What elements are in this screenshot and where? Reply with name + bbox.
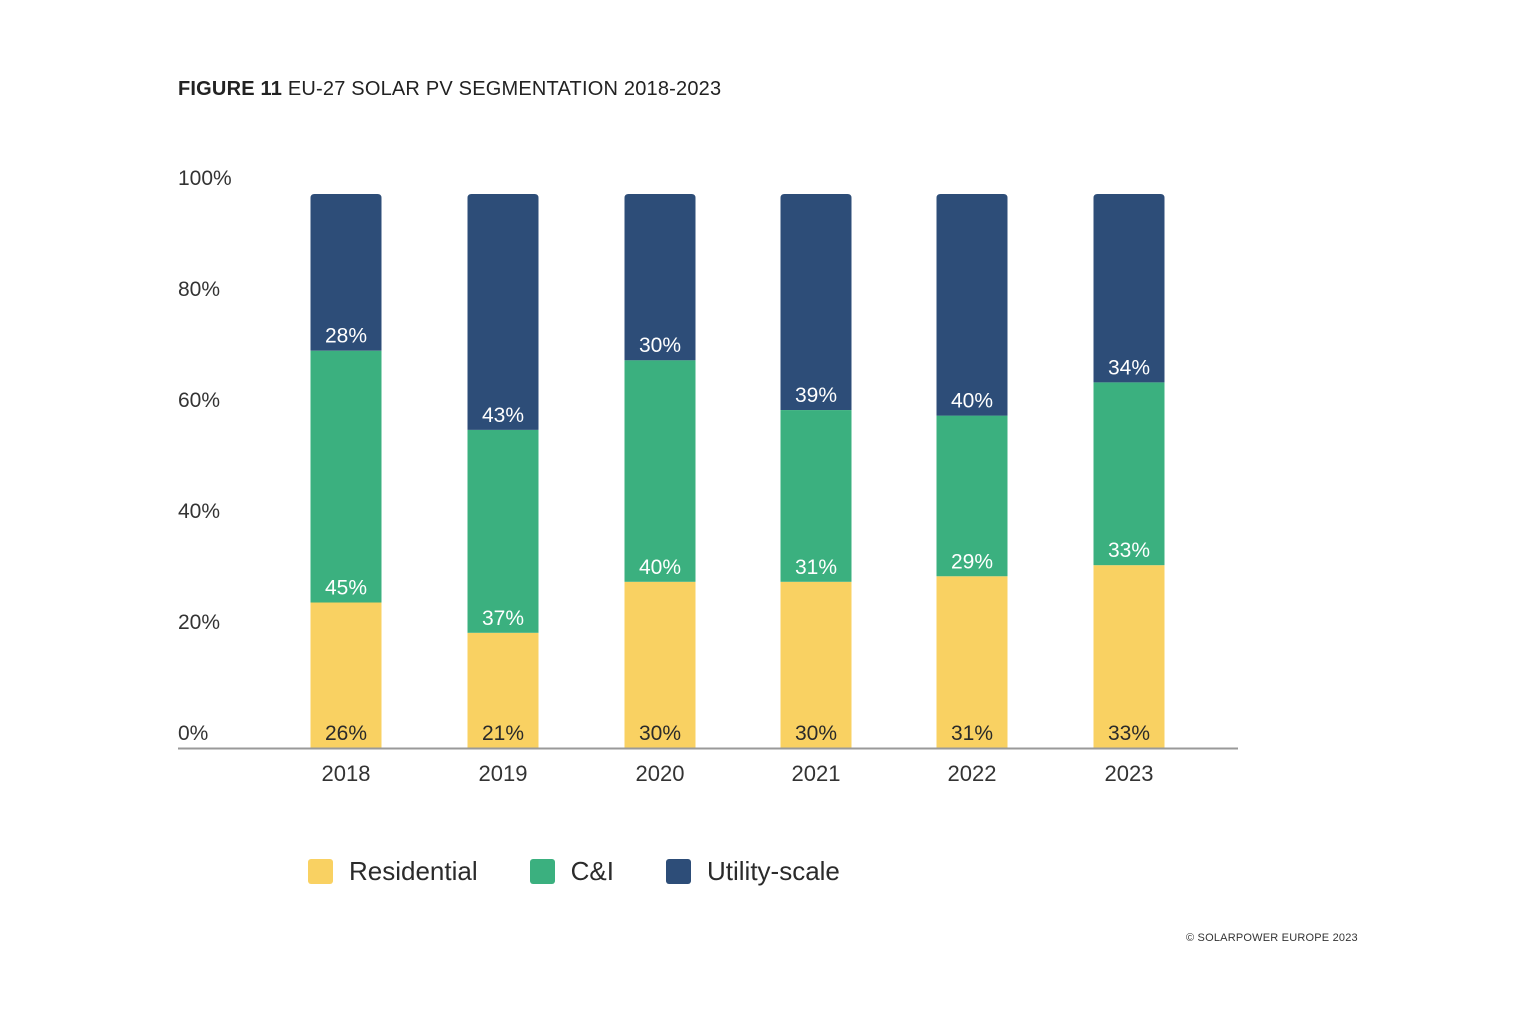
data-label-utility-scale: 39%	[795, 384, 837, 407]
y-tick-label: 60%	[178, 389, 220, 412]
figure-number: FIGURE 11	[178, 78, 283, 100]
data-label-utility-scale: 28%	[325, 325, 367, 348]
chart-title: FIGURE 11 EU-27 SOLAR PV SEGMENTATION 20…	[178, 78, 721, 101]
legend-item-ci: C&I	[529, 856, 614, 887]
data-label-utility-scale: 30%	[639, 334, 681, 357]
bar-segment-utility-scale	[1093, 194, 1165, 383]
legend-item-residential: Residential	[308, 856, 478, 887]
data-label-ci: 37%	[482, 607, 524, 630]
bar-segment-residential	[780, 581, 852, 748]
data-label-residential: 31%	[951, 722, 993, 745]
y-tick-label: 0%	[178, 722, 208, 745]
data-label-residential: 30%	[639, 722, 681, 745]
bar-segment-utility-scale	[467, 194, 539, 430]
data-label-residential: 30%	[795, 722, 837, 745]
bar-segment-residential	[467, 632, 539, 748]
bar-segment-ci	[1093, 382, 1165, 566]
x-tick-label: 2018	[322, 761, 371, 786]
bar-segment-ci	[624, 360, 696, 582]
x-tick-label: 2020	[636, 761, 685, 786]
legend-swatch-residential	[308, 859, 333, 884]
bar-segment-utility-scale	[310, 194, 382, 351]
legend-swatch-utility-scale	[665, 859, 691, 884]
legend-swatch-ci	[529, 859, 555, 884]
data-label-ci: 29%	[951, 550, 993, 573]
legend-item-utility-scale: Utility-scale	[665, 856, 840, 887]
data-label-residential: 33%	[1108, 722, 1150, 745]
data-label-ci: 31%	[795, 556, 837, 579]
x-tick-label: 2021	[792, 761, 841, 786]
legend-label-residential: Residential	[349, 856, 478, 886]
data-label-utility-scale: 34%	[1108, 356, 1150, 379]
bar-segment-ci	[467, 429, 539, 633]
data-label-residential: 26%	[325, 722, 367, 745]
bar-segment-residential	[1093, 565, 1165, 748]
y-tick-label: 100%	[178, 167, 232, 190]
copyright-credit: © SOLARPOWER EUROPE 2023	[1186, 932, 1358, 944]
data-label-utility-scale: 40%	[951, 390, 993, 413]
data-label-residential: 21%	[482, 722, 524, 745]
x-tick-label: 2019	[479, 761, 528, 786]
data-label-ci: 45%	[325, 577, 367, 600]
figure-title: EU-27 SOLAR PV SEGMENTATION 2018-2023	[287, 78, 722, 100]
bar-segment-residential	[310, 602, 382, 748]
legend-label-utility-scale: Utility-scale	[706, 856, 840, 886]
chart-legend: Residential C&I Utility-scale	[308, 856, 892, 887]
legend-label-ci: C&I	[570, 856, 614, 886]
x-tick-label: 2022	[948, 761, 997, 786]
bar-segment-utility-scale	[624, 194, 696, 361]
bar-segment-utility-scale	[780, 194, 852, 411]
data-label-ci: 40%	[639, 556, 681, 579]
x-tick-label: 2023	[1105, 761, 1154, 786]
bar-segment-ci	[936, 415, 1008, 577]
bar-segment-residential	[624, 581, 696, 748]
y-tick-label: 80%	[178, 278, 220, 301]
y-tick-label: 20%	[178, 611, 220, 634]
bar-segment-residential	[936, 576, 1008, 748]
data-label-utility-scale: 43%	[482, 404, 524, 427]
y-tick-label: 40%	[178, 500, 220, 523]
bar-segment-ci	[310, 350, 382, 603]
bar-segment-utility-scale	[936, 194, 1008, 416]
bar-segment-ci	[780, 410, 852, 582]
data-label-ci: 33%	[1108, 539, 1150, 562]
